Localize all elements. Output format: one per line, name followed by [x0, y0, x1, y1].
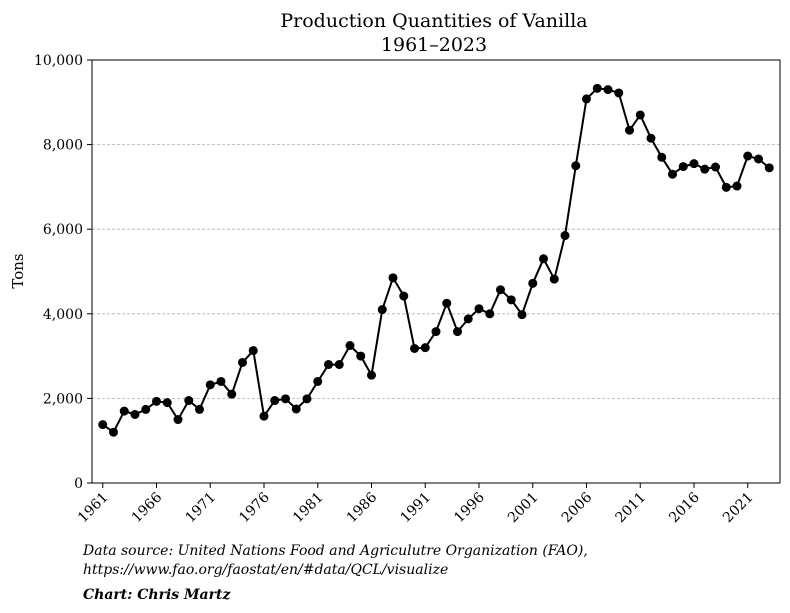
data-point — [162, 398, 172, 408]
data-point — [119, 406, 129, 416]
x-tick-label: 1991 — [398, 490, 435, 527]
data-point — [657, 152, 667, 162]
chart-title: Production Quantities of Vanilla — [280, 10, 587, 32]
x-tick-label: 1981 — [290, 490, 327, 527]
data-point — [302, 394, 312, 404]
data-point — [539, 254, 548, 264]
y-axis: 0 2,000 4,000 6,000 8,000 10,000 — [34, 53, 92, 492]
data-point — [356, 351, 366, 361]
y-tick-label: 10,000 — [34, 53, 83, 69]
data-point — [377, 305, 387, 315]
data-point — [496, 285, 505, 295]
data-point — [582, 94, 591, 104]
data-point — [313, 376, 323, 386]
data-point — [764, 163, 774, 173]
data-point — [732, 181, 742, 191]
data-point — [721, 182, 731, 192]
chart-credit: Chart: Chris Martz — [83, 587, 231, 603]
x-tick-label: 2006 — [559, 489, 596, 526]
data-point — [560, 231, 570, 241]
data-point — [711, 162, 720, 172]
series-points — [98, 83, 774, 437]
data-point — [173, 415, 183, 425]
series-line — [102, 87, 770, 434]
data-point — [700, 164, 710, 174]
data-point — [345, 341, 355, 351]
x-tick-label: 1961 — [75, 490, 112, 527]
data-point — [281, 394, 290, 404]
data-point — [754, 154, 763, 164]
y-tick-label: 6,000 — [43, 222, 83, 238]
data-point — [324, 360, 333, 370]
data-point — [646, 133, 656, 143]
data-point — [603, 85, 613, 95]
data-point — [474, 304, 484, 314]
data-point — [367, 370, 376, 380]
data-point — [614, 88, 624, 98]
chart-subtitle: 1961–2023 — [381, 34, 487, 56]
data-point — [743, 151, 753, 161]
data-point — [689, 159, 699, 169]
y-tick-label: 0 — [74, 476, 83, 492]
x-tick-label: 1971 — [183, 490, 220, 527]
x-tick-label: 2001 — [505, 490, 542, 527]
x-tick-label: 1966 — [129, 489, 166, 526]
data-point — [195, 404, 204, 414]
data-point — [420, 343, 430, 353]
y-tick-label: 4,000 — [43, 307, 83, 323]
data-point — [625, 125, 634, 135]
y-axis-label: Tons — [9, 253, 27, 288]
data-point — [270, 396, 280, 406]
x-axis: 1961 1966 1971 1976 1981 1986 1991 1996 2001 2006… — [75, 483, 757, 526]
x-tick-label: 2021 — [720, 490, 757, 527]
source-line-2: https://www.fao.org/faostat/en/#data/QCL… — [83, 562, 449, 578]
data-point — [259, 411, 269, 421]
data-point — [130, 409, 140, 419]
x-tick-label: 1986 — [344, 489, 381, 526]
data-point — [431, 327, 441, 337]
x-tick-label: 2011 — [613, 490, 650, 527]
data-point — [517, 310, 527, 320]
data-point — [635, 110, 645, 120]
data-source-note: Data source: United Nations Food and Agr… — [83, 542, 588, 580]
x-tick-label: 1976 — [236, 489, 273, 526]
data-point — [668, 169, 677, 179]
data-point — [216, 376, 226, 386]
source-line-1: Data source: United Nations Food and Agr… — [83, 543, 588, 559]
data-point — [485, 309, 495, 319]
data-point — [528, 278, 538, 288]
data-point — [549, 274, 559, 284]
data-point — [463, 314, 473, 324]
data-point — [227, 389, 237, 399]
y-tick-label: 8,000 — [43, 138, 83, 154]
data-point — [205, 380, 215, 390]
x-tick-label: 2016 — [666, 489, 703, 526]
data-point — [238, 357, 247, 367]
chart: Production Quantities of Vanilla 1961–20… — [9, 10, 781, 526]
data-point — [291, 404, 301, 414]
data-point — [399, 291, 409, 301]
data-point — [453, 327, 462, 337]
grid-lines — [92, 144, 780, 399]
data-point — [571, 161, 581, 171]
y-tick-label: 2,000 — [43, 391, 83, 407]
data-point — [109, 427, 118, 437]
data-point — [98, 420, 108, 430]
x-tick-label: 1996 — [451, 489, 488, 526]
data-point — [184, 396, 194, 406]
data-point — [334, 360, 344, 370]
data-point — [410, 343, 419, 353]
data-point — [506, 295, 516, 305]
data-point — [152, 396, 161, 406]
data-point — [388, 273, 398, 283]
data-point — [248, 346, 258, 356]
data-point — [592, 83, 602, 93]
data-point — [141, 404, 151, 414]
data-point — [442, 298, 452, 308]
plot-frame — [91, 59, 781, 484]
data-point — [678, 162, 688, 172]
